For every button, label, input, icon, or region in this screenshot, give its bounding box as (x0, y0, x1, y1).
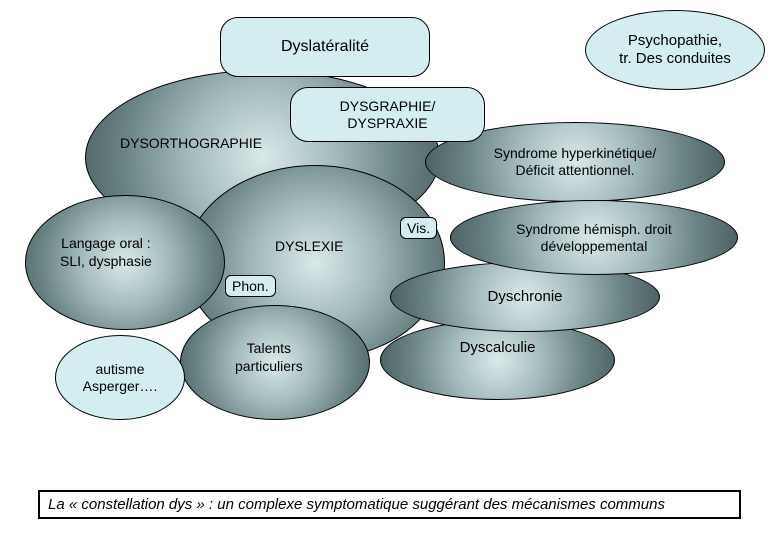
node-dyscalculie: Dyscalculie (380, 320, 615, 400)
node-label-dysgraphie: DYSGRAPHIE/ DYSPRAXIE (340, 98, 436, 132)
node-label-psychopathie: Psychopathie, tr. Des conduites (619, 32, 731, 68)
node-dyslateralite: Dyslatéralité (220, 17, 430, 77)
node-dysgraphie: DYSGRAPHIE/ DYSPRAXIE (290, 87, 485, 142)
caption: La « constellation dys » : un complexe s… (38, 490, 741, 519)
node-label-autisme: autisme Asperger…. (83, 361, 158, 395)
node-autisme: autisme Asperger…. (55, 335, 185, 420)
node-label-hyperkinetique: Syndrome hyperkinétique/ Déficit attenti… (494, 145, 657, 179)
node-label-dyslateralite: Dyslatéralité (281, 37, 369, 56)
node-dyslexie_label: DYSLEXIE (275, 238, 343, 256)
diagram-stage: Syndrome hyperkinétique/ Déficit attenti… (0, 0, 780, 540)
node-psychopathie: Psychopathie, tr. Des conduites (585, 10, 765, 90)
node-hemisph: Syndrome hémisph. droit développemental (450, 200, 738, 275)
node-label-dyschronie: Dyschronie (487, 288, 562, 306)
node-dysorthographie_label: DYSORTHOGRAPHIE (120, 135, 262, 153)
node-label-dyscalculie: Dyscalculie (460, 339, 536, 357)
node-langage_label: Langage oral : SLI, dysphasie (60, 235, 152, 270)
node-label-hemisph: Syndrome hémisph. droit développemental (516, 221, 672, 255)
node-phon: Phon. (225, 275, 276, 297)
node-vis: Vis. (400, 217, 437, 239)
node-talents_label: Talents particuliers (235, 340, 303, 375)
